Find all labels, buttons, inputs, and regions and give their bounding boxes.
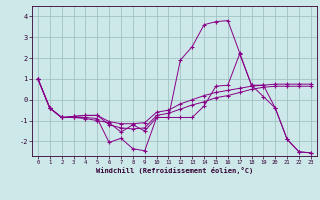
- X-axis label: Windchill (Refroidissement éolien,°C): Windchill (Refroidissement éolien,°C): [96, 167, 253, 174]
